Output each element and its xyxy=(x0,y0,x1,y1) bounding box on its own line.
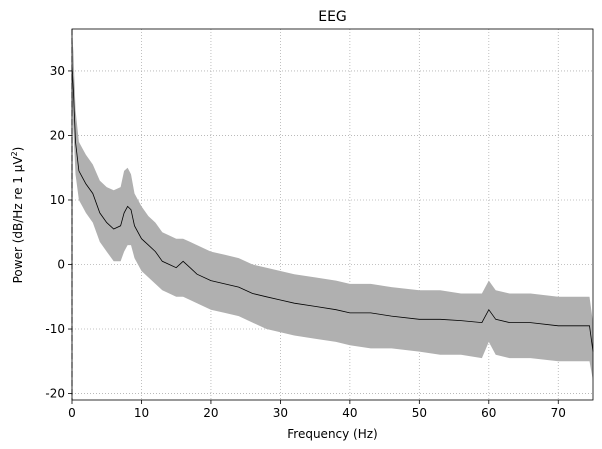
y-axis-label-close: ) xyxy=(11,147,25,152)
y-axis-label-main: Power (dB/Hz re 1 μV xyxy=(11,156,25,284)
x-tick-label: 40 xyxy=(342,406,357,420)
x-tick-label: 50 xyxy=(412,406,427,420)
y-tick-label: 20 xyxy=(50,128,65,142)
chart-title: EEG xyxy=(318,9,347,25)
y-tick-label: 30 xyxy=(50,64,65,78)
plot-area: 0 10 20 30 40 50 60 70 -20 -10 0 10 20 30 xyxy=(45,28,594,420)
axes-frame xyxy=(71,28,594,401)
x-tick-label: 20 xyxy=(203,406,218,420)
x-tick-label: 60 xyxy=(481,406,496,420)
y-axis-label-superscript: 2 xyxy=(10,151,19,156)
mean-psd-line xyxy=(71,64,594,352)
x-tick-label: 30 xyxy=(273,406,288,420)
y-axis-label: Power (dB/Hz re 1 μV2) xyxy=(10,147,25,284)
x-tick-label: 10 xyxy=(134,406,149,420)
x-axis-label: Frequency (Hz) xyxy=(287,427,378,441)
y-tick-label: -10 xyxy=(45,322,65,336)
y-tick-label: 10 xyxy=(50,193,65,207)
x-tick-label: 0 xyxy=(68,406,76,420)
y-tick-label: 0 xyxy=(57,258,65,272)
std-band-area xyxy=(72,32,593,381)
y-tick-label: -20 xyxy=(45,387,65,401)
x-tick-label: 70 xyxy=(551,406,566,420)
